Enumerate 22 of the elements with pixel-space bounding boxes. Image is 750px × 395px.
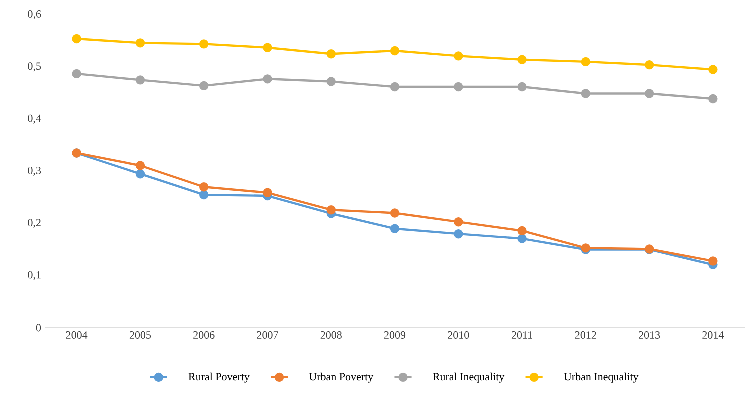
x-tick-label: 2008 bbox=[320, 332, 342, 339]
legend-label: Urban Poverty bbox=[309, 372, 374, 383]
x-tick-label: 2012 bbox=[575, 332, 596, 339]
legend-label: Urban Inequality bbox=[564, 372, 639, 383]
legend-label: Rural Inequality bbox=[433, 372, 505, 383]
x-tick-label: 2006 bbox=[194, 332, 215, 339]
y-tick-label: 0,4 bbox=[28, 114, 42, 124]
y-tick-label: 0,3 bbox=[28, 166, 42, 176]
x-tick-label: 2007 bbox=[257, 332, 278, 339]
y-tick-label: 0 bbox=[36, 324, 42, 332]
x-tick-label: 2011 bbox=[512, 332, 532, 339]
x-tick-label: 2005 bbox=[130, 332, 152, 339]
x-tick-label: 2010 bbox=[448, 332, 470, 339]
legend-label: Rural Poverty bbox=[188, 372, 250, 383]
y-tick-label: 0,2 bbox=[28, 219, 41, 228]
x-tick-label: 2009 bbox=[384, 332, 406, 339]
y-tick-label: 0,5 bbox=[28, 62, 42, 72]
x-tick-label: 2014 bbox=[702, 332, 724, 339]
y-tick-label: 0,1 bbox=[28, 271, 41, 280]
x-tick-label: 2004 bbox=[66, 332, 88, 339]
x-tick-label: 2013 bbox=[639, 332, 660, 339]
y-tick-label: 0,6 bbox=[28, 10, 42, 20]
